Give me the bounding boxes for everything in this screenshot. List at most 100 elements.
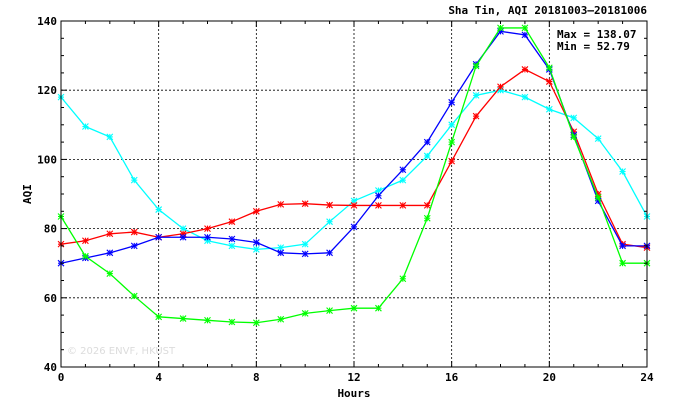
data-point <box>301 250 309 258</box>
chart-title: Sha Tin, AQI 20181003—20181006 <box>448 4 647 17</box>
data-point <box>179 315 187 322</box>
data-point <box>399 275 407 283</box>
data-point <box>155 206 163 213</box>
data-point <box>106 133 114 141</box>
data-point <box>277 200 285 208</box>
data-point <box>179 225 187 232</box>
data-point <box>448 157 456 165</box>
data-point <box>619 242 626 250</box>
data-point <box>448 121 456 129</box>
data-point <box>228 218 236 226</box>
data-point <box>301 309 309 317</box>
data-point <box>82 123 89 130</box>
x-tick-label: 24 <box>640 371 654 384</box>
grid-lines <box>61 21 647 367</box>
data-point <box>423 214 431 222</box>
data-point <box>423 202 431 209</box>
x-tick-label: 20 <box>543 371 556 384</box>
data-point <box>82 237 89 245</box>
series-layer <box>57 24 651 327</box>
axis-ticks: 0 4 8 12 16 20 24 40 60 80 100 120 140 <box>37 15 654 384</box>
data-point <box>521 66 529 73</box>
y-tick-label: 100 <box>37 153 57 166</box>
data-point <box>350 304 358 312</box>
data-point <box>350 202 358 209</box>
data-point <box>277 249 285 257</box>
copyright-watermark: © 2026 ENVF, HKUST <box>67 346 176 357</box>
data-point <box>448 98 456 106</box>
data-point <box>155 233 163 241</box>
data-point <box>252 207 260 215</box>
data-point <box>472 92 480 99</box>
data-point <box>252 319 260 327</box>
data-point <box>228 318 236 326</box>
max-stat: Max = 138.07 <box>557 28 636 41</box>
data-point <box>375 202 382 209</box>
data-point <box>521 31 529 39</box>
data-point <box>619 259 626 267</box>
data-point <box>326 201 333 209</box>
data-point <box>130 292 138 300</box>
data-point <box>521 93 529 101</box>
data-point <box>130 228 138 236</box>
data-point <box>570 133 578 141</box>
x-tick-label: 0 <box>58 371 65 384</box>
data-point <box>204 225 211 232</box>
series-1 <box>57 66 651 252</box>
data-point <box>179 233 187 241</box>
x-tick-label: 16 <box>445 371 459 384</box>
y-axis-label: AQI <box>21 184 34 204</box>
data-point <box>375 192 382 200</box>
data-point <box>228 242 236 250</box>
data-point <box>130 242 138 250</box>
data-point <box>619 168 626 175</box>
data-point <box>277 315 285 323</box>
data-point <box>326 218 333 226</box>
data-point <box>252 245 260 253</box>
data-point <box>252 239 260 246</box>
data-point <box>326 249 333 257</box>
data-point <box>399 176 407 184</box>
data-point <box>106 270 114 277</box>
data-point <box>545 105 553 113</box>
x-axis-label: Hours <box>337 387 370 400</box>
data-point <box>301 240 309 248</box>
data-point <box>204 233 211 241</box>
x-tick-label: 12 <box>347 371 360 384</box>
data-point <box>521 24 529 32</box>
data-point <box>375 187 382 194</box>
x-tick-label: 4 <box>155 371 162 384</box>
data-point <box>155 313 163 321</box>
data-point <box>350 223 358 231</box>
y-tick-label: 120 <box>37 84 57 97</box>
data-point <box>472 62 480 70</box>
x-tick-label: 8 <box>253 371 260 384</box>
data-point <box>472 112 480 120</box>
y-tick-label: 60 <box>44 292 57 305</box>
data-point <box>448 138 456 146</box>
data-point <box>497 24 504 32</box>
data-point <box>497 83 504 91</box>
data-point <box>399 166 407 174</box>
y-tick-label: 140 <box>37 15 57 28</box>
y-tick-label: 40 <box>44 361 57 374</box>
data-point <box>375 304 382 312</box>
data-point <box>545 64 553 72</box>
data-point <box>301 200 309 208</box>
data-point <box>399 202 407 209</box>
data-point <box>82 252 89 260</box>
min-stat: Min = 52.79 <box>557 40 630 53</box>
data-point <box>594 135 602 143</box>
data-point <box>326 307 333 314</box>
data-point <box>423 152 431 160</box>
data-point <box>545 78 553 85</box>
data-point <box>277 244 285 252</box>
data-point <box>106 249 114 257</box>
data-point <box>423 138 431 146</box>
data-point <box>106 230 114 238</box>
data-point <box>570 114 578 122</box>
data-point <box>594 194 602 201</box>
data-point <box>228 235 236 243</box>
series-3 <box>57 24 651 327</box>
